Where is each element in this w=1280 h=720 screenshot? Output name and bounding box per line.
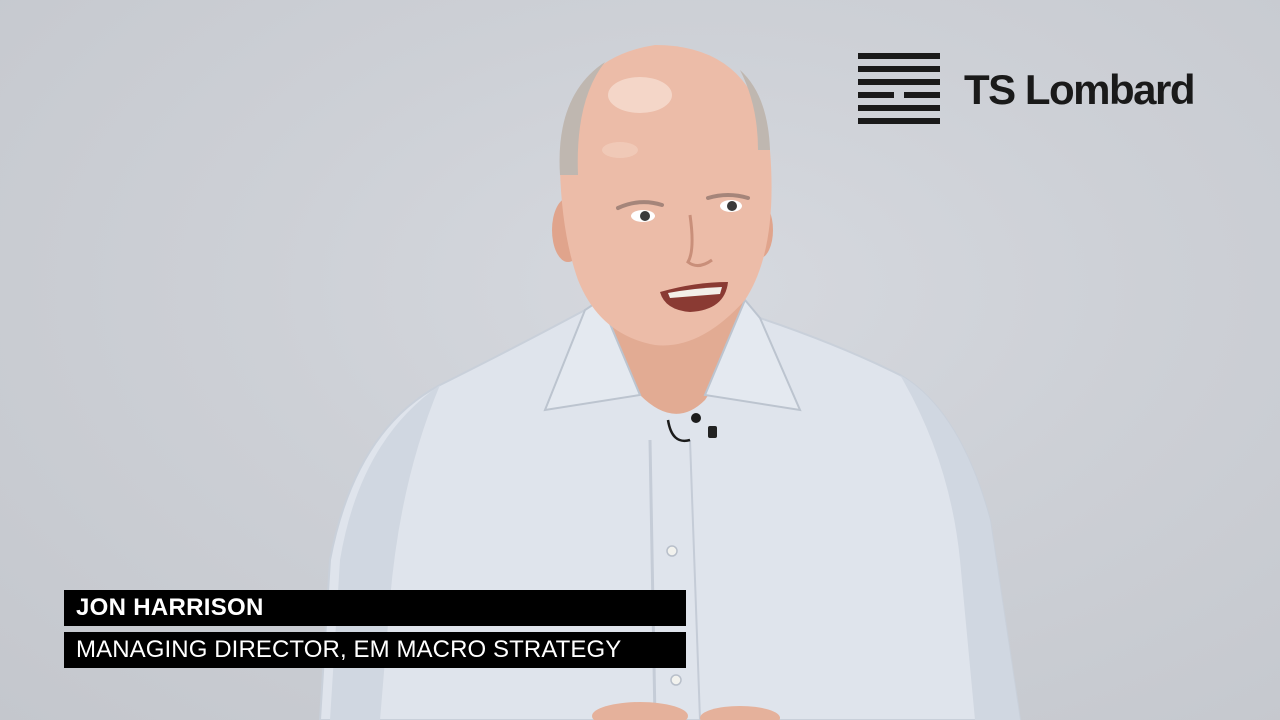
logo-wordmark: TS Lombard <box>964 66 1196 113</box>
lower-third-caption: JON HARRISON MANAGING DIRECTOR, EM MACRO… <box>64 590 686 668</box>
speaker-name: JON HARRISON <box>64 590 686 626</box>
ts-lombard-logo: TS Lombard <box>858 53 1196 127</box>
ts-lombard-mark-icon <box>858 53 940 124</box>
speaker-title: MANAGING DIRECTOR, EM MACRO STRATEGY <box>64 632 686 668</box>
